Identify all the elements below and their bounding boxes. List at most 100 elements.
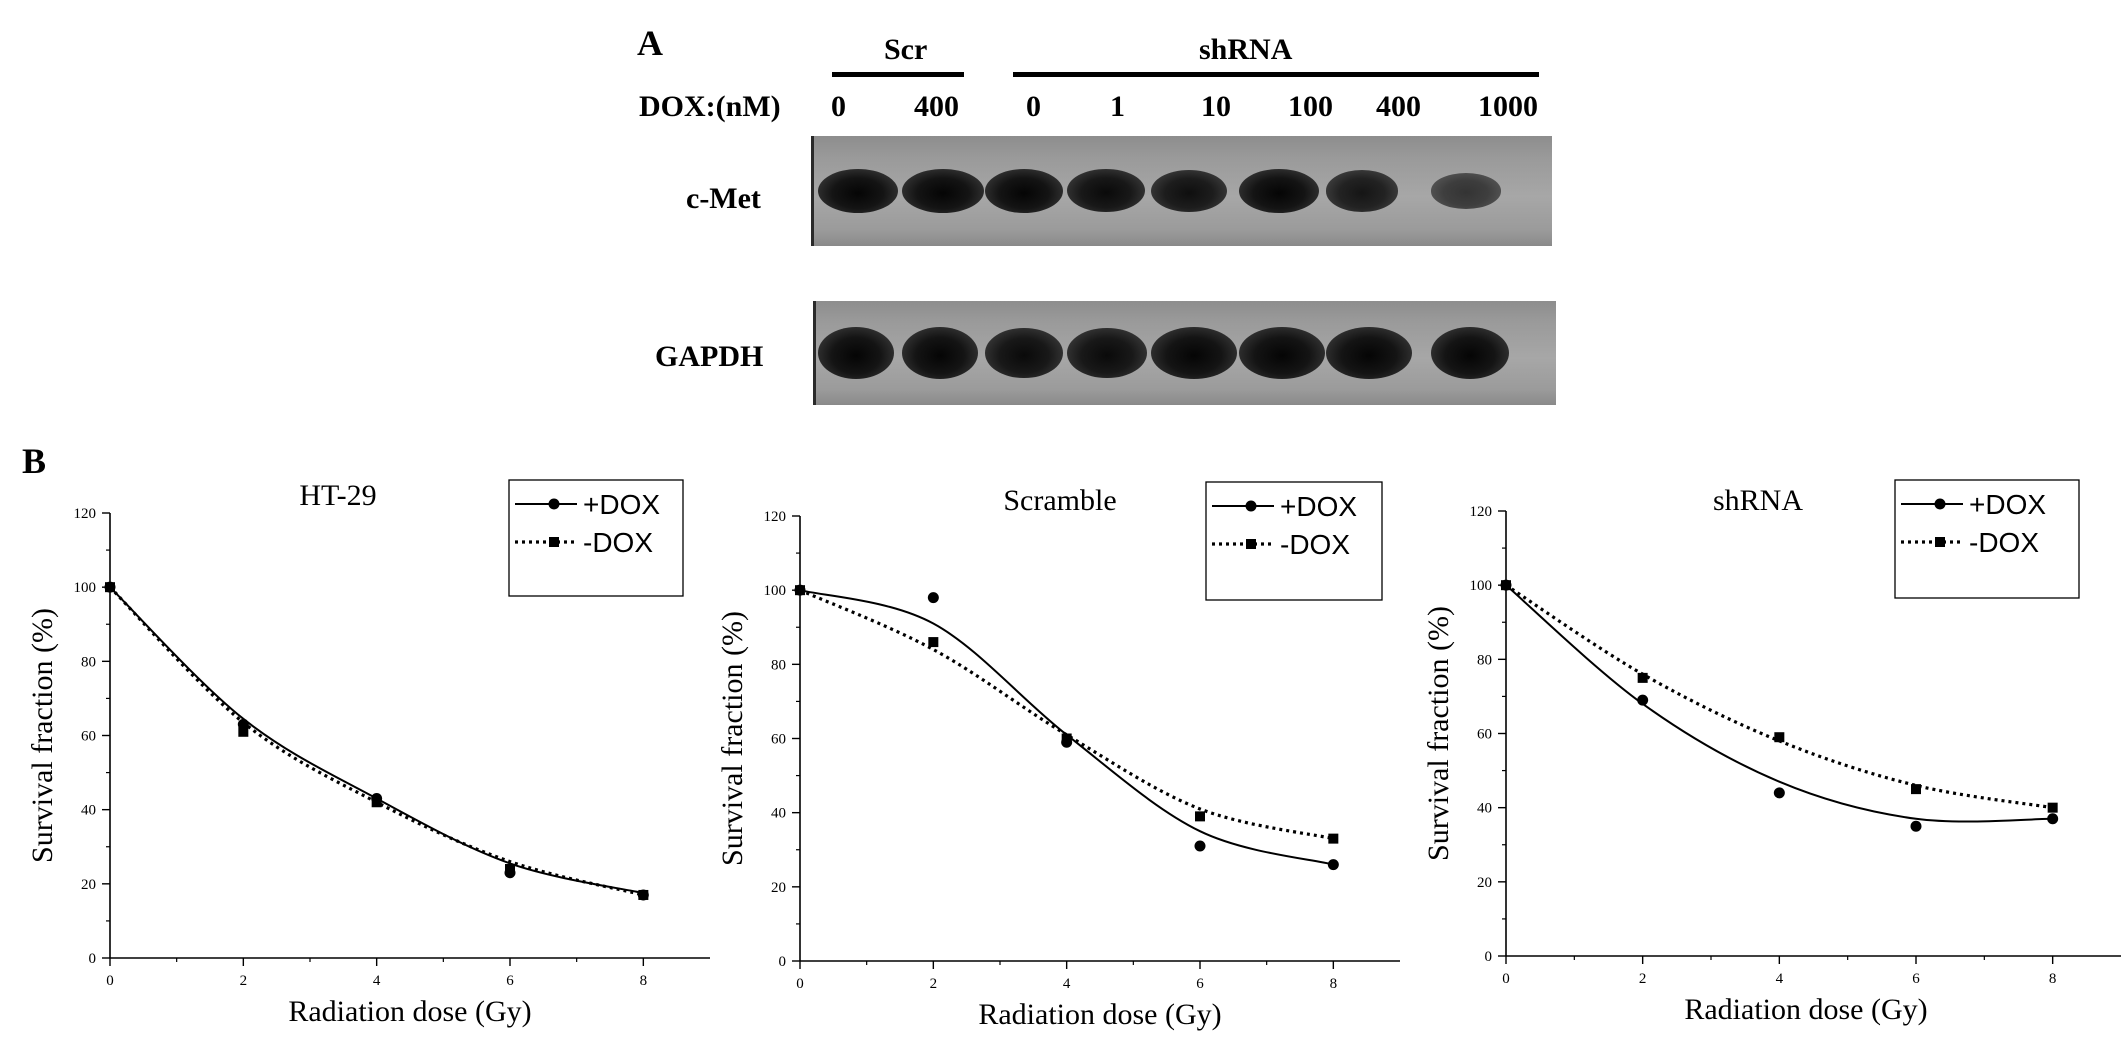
- blot-band: [1326, 327, 1412, 379]
- data-point: [928, 637, 939, 648]
- y-axis-label: Survival fraction (%): [1422, 606, 1455, 861]
- y-tick-label: 40: [1477, 801, 1492, 817]
- lane-label: 100: [1288, 90, 1333, 123]
- blot-band: [1239, 327, 1325, 379]
- data-point: [371, 797, 382, 808]
- data-point: [1911, 784, 1921, 795]
- data-point: [795, 585, 805, 596]
- data-point: [1773, 787, 1785, 799]
- group-line-scr: [832, 72, 964, 77]
- panel-b-letter: B: [22, 441, 47, 481]
- blot-label-cmet: c-Met: [686, 182, 761, 215]
- legend-label: +DOX: [1280, 491, 1357, 522]
- legend-marker: [548, 498, 560, 510]
- y-tick-label: 20: [81, 877, 96, 893]
- series-line: [1505, 584, 2053, 823]
- group-label-shrna: shRNA: [1199, 33, 1293, 66]
- x-tick-label: 8: [640, 973, 648, 989]
- y-tick-label: 120: [74, 506, 97, 522]
- x-tick-label: 4: [1776, 971, 1784, 987]
- x-tick-label: 2: [240, 973, 248, 989]
- x-tick-label: 2: [930, 976, 938, 992]
- y-tick-label: 80: [771, 657, 786, 673]
- chart-title: HT-29: [299, 479, 376, 512]
- lane-label: 10: [1201, 90, 1231, 123]
- blot-band: [1326, 170, 1398, 212]
- legend-label: +DOX: [1969, 489, 2046, 520]
- y-tick-label: 120: [1470, 504, 1493, 520]
- data-point: [1637, 672, 1648, 683]
- y-tick-label: 60: [81, 729, 96, 745]
- y-axis-label: Survival fraction (%): [716, 611, 749, 866]
- data-point: [105, 582, 115, 593]
- data-point: [238, 726, 249, 737]
- x-tick-label: 4: [373, 973, 381, 989]
- lane-label: 0: [1026, 90, 1041, 123]
- y-tick-label: 20: [1477, 875, 1492, 891]
- x-tick-label: 8: [1330, 976, 1338, 992]
- blot-strip-cmet: [811, 136, 1552, 246]
- lane-label: 1000: [1478, 90, 1538, 123]
- blot-band: [1067, 169, 1145, 213]
- blot-strip-gapdh: [813, 301, 1556, 405]
- data-point: [1327, 859, 1339, 871]
- x-tick-label: 4: [1063, 976, 1071, 992]
- legend-label: -DOX: [1280, 529, 1350, 560]
- data-point: [2047, 802, 2058, 813]
- data-point: [1774, 732, 1785, 743]
- blot-band: [1431, 173, 1501, 209]
- y-tick-label: 100: [1470, 578, 1493, 594]
- y-tick-label: 0: [1485, 949, 1493, 965]
- legend-marker: [1245, 500, 1257, 512]
- survival-chart-scramble: 0 20 40 60 80 100 120 0 2 4 6 8 Radiation dose (Gy) S…: [716, 481, 1400, 1031]
- y-tick-label: 100: [74, 580, 97, 596]
- lane-label: 0: [831, 90, 846, 123]
- blot-band: [902, 327, 978, 379]
- x-tick-label: 6: [506, 973, 514, 989]
- y-tick-label: 100: [764, 583, 787, 599]
- y-tick-label: 60: [771, 732, 786, 748]
- blot-band: [818, 169, 898, 213]
- blot-band: [985, 169, 1063, 213]
- chart-title: Scramble: [1003, 484, 1116, 517]
- y-axis-label: Survival fraction (%): [26, 608, 59, 863]
- group-line-shrna: [1013, 72, 1539, 77]
- series-line: [108, 586, 644, 897]
- data-point: [505, 864, 515, 874]
- blot-band: [1431, 327, 1509, 379]
- x-tick-label: 0: [106, 973, 114, 989]
- series-line: [1505, 583, 2053, 810]
- legend-marker: [549, 537, 559, 547]
- y-tick-label: 20: [771, 880, 786, 896]
- data-point: [1501, 580, 1511, 591]
- x-tick-label: 0: [796, 976, 804, 992]
- blot-band: [902, 169, 984, 213]
- blot-label-gapdh: GAPDH: [655, 340, 764, 373]
- blot-band: [818, 327, 894, 379]
- data-point: [1637, 694, 1649, 706]
- lane-label: 400: [914, 90, 959, 123]
- survival-chart-shrna: 0 20 40 60 80 100 120 0 2 4 6 8 Radiation dose (Gy) S…: [1422, 479, 2121, 1026]
- blot-band: [1067, 327, 1147, 379]
- blot-band: [1151, 327, 1237, 379]
- y-tick-label: 120: [764, 509, 787, 525]
- data-point: [927, 592, 939, 604]
- x-tick-label: 6: [1196, 976, 1204, 992]
- legend-marker: [1935, 537, 1945, 547]
- x-tick-label: 0: [1502, 971, 1510, 987]
- legend-marker: [1934, 498, 1946, 510]
- group-label-scr: Scr: [884, 33, 928, 66]
- legend-marker: [1246, 539, 1256, 549]
- y-tick-label: 60: [1477, 727, 1492, 743]
- data-point: [638, 889, 649, 900]
- x-tick-label: 8: [2049, 971, 2057, 987]
- panel-a-letter: A: [637, 23, 663, 63]
- data-point: [1195, 811, 1205, 822]
- data-point: [2047, 813, 2059, 825]
- y-tick-label: 0: [779, 954, 787, 970]
- blot-band: [985, 327, 1063, 379]
- x-axis-label: Radiation dose (Gy): [1684, 993, 1927, 1026]
- y-tick-label: 0: [89, 951, 97, 967]
- series-line: [109, 586, 644, 895]
- legend-box: [1894, 479, 2080, 599]
